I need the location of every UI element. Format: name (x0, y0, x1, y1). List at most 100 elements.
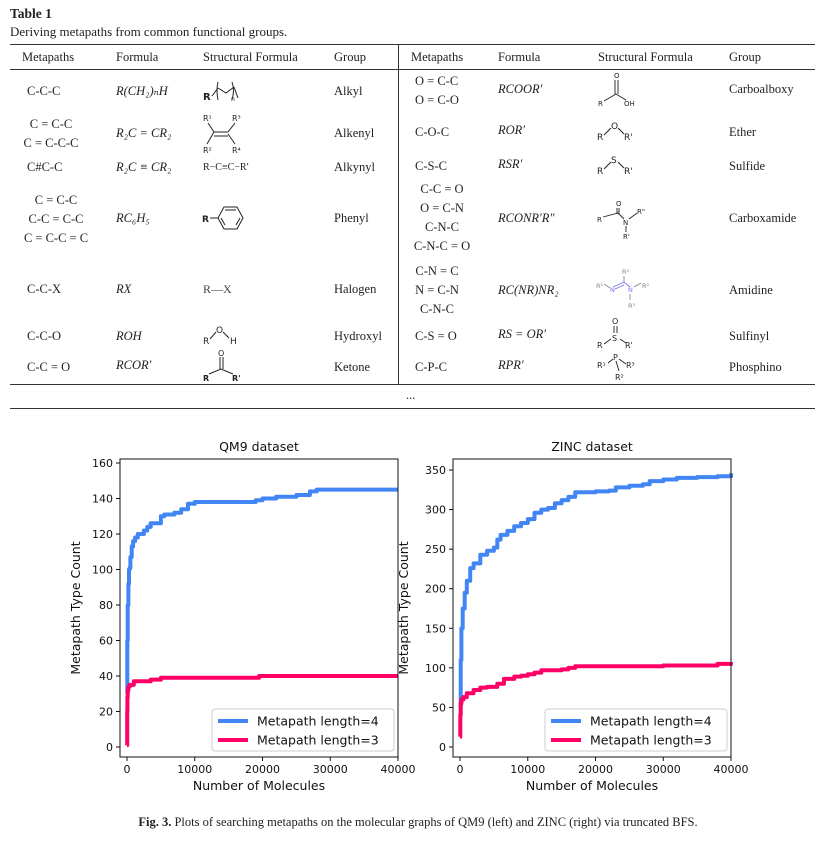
formula: RX (116, 282, 132, 296)
chart-zinc: 0 50 100 150 200 250 300 350 0 10000 20000 30000 400… (396, 439, 749, 793)
r-label: R (203, 374, 209, 383)
formula: RC₆H₅ (116, 211, 150, 225)
legend-box (211, 708, 395, 752)
y-tick-label: 0 (106, 741, 113, 754)
metapath: C-C = O (27, 360, 71, 374)
r1-label: R¹ (596, 282, 604, 290)
alkynyl-structure: R−C≡C−R′ (203, 162, 249, 173)
legend-box (544, 708, 728, 752)
r-label: R (597, 216, 602, 224)
x-tick-label: 40000 (381, 763, 416, 776)
table-top-rule (10, 44, 815, 45)
x-tick-label: 30000 (646, 763, 681, 776)
formula: ROH (116, 329, 142, 343)
alkenyl-structure-icon: R¹ R³ R² R⁴ (203, 114, 241, 155)
y-tick-label: 140 (92, 493, 113, 506)
y-tick-label: 350 (425, 464, 446, 477)
metapath: C-S-C (415, 159, 447, 173)
metapath: C-N-C = O (413, 239, 471, 253)
legend-label: Metapath length=4 (590, 714, 712, 729)
o-label: O (616, 200, 622, 208)
header-group-right: Group (729, 50, 761, 64)
amidine-structure-icon: R⁴ R¹ R² N N R³ (596, 268, 650, 310)
y-tick-label: 160 (92, 457, 113, 470)
header-group-left: Group (334, 50, 366, 64)
r4-label: R⁴ (232, 146, 241, 155)
x-tick-label: 0 (457, 763, 464, 776)
r3-label: R³ (628, 302, 636, 310)
formula: RSR′ (498, 157, 523, 171)
series-line-length-4 (458, 473, 733, 710)
table-ellipsis: ... (406, 388, 416, 402)
series-line-length-3 (125, 674, 398, 748)
metapath: O = C-C (415, 74, 459, 88)
legend: Metapath length=4 Metapath length=3 (211, 708, 395, 752)
group: Hydroxyl (334, 329, 382, 343)
sulfide-structure-icon: R S R' (597, 156, 633, 177)
r-label: R (597, 341, 603, 350)
oh-label: OH (624, 100, 635, 108)
n1-label: N (610, 286, 615, 294)
legend: Metapath length=4 Metapath length=3 (544, 708, 728, 752)
formula: RS = OR′ (498, 327, 546, 341)
y-tick-label: 120 (92, 528, 113, 541)
group: Carboalboxy (729, 82, 794, 96)
formula: RCOOR′ (498, 82, 543, 96)
x-axis-label: Number of Molecules (526, 778, 658, 793)
r-label: R (597, 133, 603, 143)
phenyl-structure-icon: R (202, 206, 244, 230)
o-label: O (611, 122, 618, 132)
table-body-bottom-rule (10, 384, 815, 385)
formula: RCOR′ (116, 358, 152, 372)
y-tick-label: 40 (99, 670, 113, 683)
header-formula-right: Formula (498, 50, 541, 64)
r-label: R (203, 92, 211, 103)
y-tick-label: 100 (92, 564, 113, 577)
group: Phenyl (334, 211, 369, 225)
r1-label: R¹ (597, 361, 606, 370)
plot-frame (452, 458, 732, 758)
formula: R₂C ≡ CR₂ (116, 160, 172, 174)
figure-caption-text: Plots of searching metapaths on the mole… (171, 815, 698, 829)
group: Amidine (729, 283, 773, 297)
n-label: n (231, 96, 235, 103)
p-label: P (613, 353, 618, 362)
r-label: R (202, 215, 209, 225)
metapath: C-C = O (420, 182, 464, 196)
y-axis-label: Metapath Type Count (68, 541, 83, 674)
y-tick-label: 50 (432, 701, 446, 714)
group: Ether (729, 125, 757, 139)
x-tick-label: 20000 (245, 763, 280, 776)
x-tick-label: 30000 (313, 763, 348, 776)
carboalboxy-structure-icon: O R OH (598, 72, 635, 108)
x-tick-label: 40000 (714, 763, 749, 776)
metapath: C = C-C-C (23, 136, 79, 150)
group: Sulfide (729, 159, 766, 173)
r1-label: R¹ (203, 114, 212, 123)
group: Sulfinyl (729, 329, 770, 343)
ether-structure-icon: R O R' (597, 122, 633, 143)
n2-label: N (628, 286, 633, 294)
n-label: N (623, 219, 628, 227)
header-formula-left: Formula (116, 50, 159, 64)
phosphino-structure-icon: R¹ P R³ R² (597, 353, 635, 382)
rp-label: R' (623, 233, 630, 241)
r2-label: R² (642, 282, 650, 290)
y-tick-label: 100 (425, 662, 446, 675)
metapath: C-N-C (419, 302, 455, 316)
formula: R₂C = CR₂ (116, 126, 172, 140)
legend-label: Metapath length=4 (257, 714, 379, 729)
h-label: H (230, 337, 237, 347)
o-label: O (218, 349, 224, 358)
legend-label: Metapath length=3 (590, 733, 712, 748)
group: Phosphino (729, 360, 782, 374)
formula: RCONR′R″ (498, 211, 555, 225)
halogen-structure: R—X (203, 282, 232, 296)
y-tick-label: 250 (425, 543, 446, 556)
r-label: R (598, 100, 603, 108)
formula: ROR′ (498, 123, 526, 137)
metapath: C-C-C (27, 84, 61, 98)
series-line-length-3 (458, 661, 733, 739)
metapath: C-C = C-C (28, 212, 84, 226)
